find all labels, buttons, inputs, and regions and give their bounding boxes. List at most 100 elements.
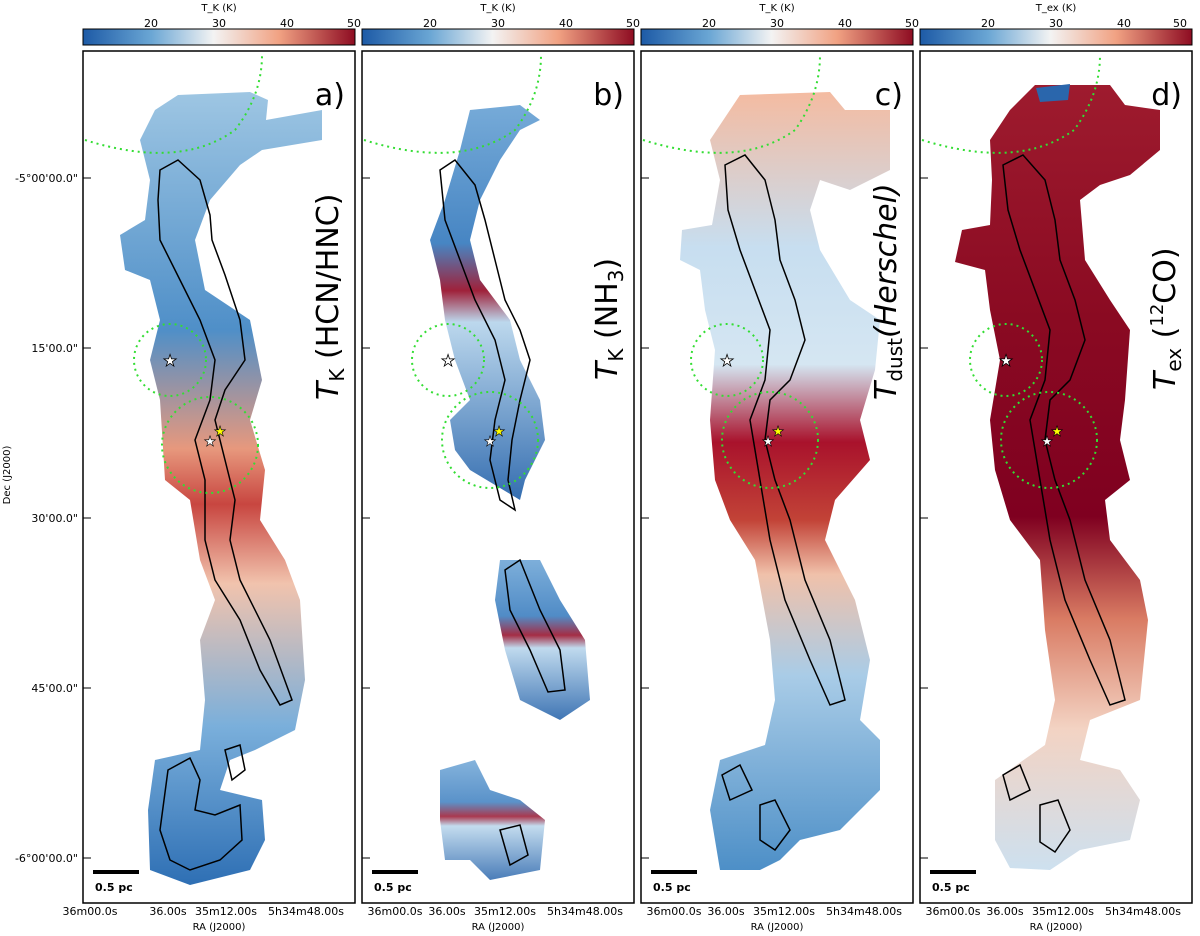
contour bbox=[1002, 763, 1031, 802]
x-tick-label: 35m12.00s bbox=[753, 905, 815, 918]
label-rest-end: ) bbox=[590, 258, 625, 270]
label-rest-sup: 12 bbox=[1147, 304, 1168, 327]
colorbar-tick: 40 bbox=[559, 17, 573, 30]
temperature-map bbox=[1036, 84, 1070, 102]
contour bbox=[159, 756, 243, 871]
panel-label: Tdust(Herschel) bbox=[869, 183, 907, 400]
contour bbox=[499, 824, 529, 867]
colorbar-a: T_K (K) 20 30 40 50 bbox=[82, 3, 361, 46]
y-tick-label: 15'00.0" bbox=[31, 342, 78, 355]
panel-frame bbox=[640, 50, 914, 904]
temperature-map bbox=[120, 92, 322, 885]
panel-c: ★ ★ ★ c) Tdust(Herschel) 0.5 pc bbox=[640, 50, 914, 904]
colorbar-d: T_ex (K) 20 30 40 50 bbox=[919, 3, 1193, 46]
label-main: T bbox=[311, 379, 346, 400]
scale-label: 0.5 pc bbox=[653, 881, 691, 894]
x-tick-label: 36.00s bbox=[707, 905, 744, 918]
scale-bar bbox=[372, 870, 418, 874]
x-tick-label: 36m00.0s bbox=[926, 905, 981, 918]
contour bbox=[157, 159, 293, 706]
yellow-star-icon: ★ bbox=[772, 424, 785, 440]
x-axis-b: 36m00.0s 36.00s 35m12.00s 5h34m48.00s RA… bbox=[368, 905, 624, 933]
label-main: T bbox=[869, 379, 904, 400]
colorbar-title: T_ex (K) bbox=[1035, 3, 1077, 14]
scale-bar bbox=[930, 870, 976, 874]
contour bbox=[439, 158, 531, 512]
label-rest-end: CO) bbox=[1148, 247, 1183, 303]
label-rest: (HCN/HNC) bbox=[311, 194, 346, 369]
region-circle bbox=[642, 54, 821, 154]
y-tick-label: -6°00'00.0" bbox=[15, 852, 78, 865]
y-axis-title: Dec (J2000) bbox=[2, 446, 13, 505]
temperature-map bbox=[955, 85, 1160, 870]
yellow-star-icon: ★ bbox=[1051, 424, 1064, 440]
x-tick-label: 35m12.00s bbox=[195, 905, 257, 918]
region-circle bbox=[84, 54, 263, 154]
contour bbox=[759, 799, 791, 852]
yellow-star-icon: ★ bbox=[214, 424, 227, 440]
temperature-map bbox=[680, 92, 890, 870]
x-axis-title: RA (J2000) bbox=[751, 922, 804, 933]
label-sub: dust bbox=[883, 338, 907, 382]
panel-label: TK (NH3) bbox=[590, 258, 628, 380]
colorbar-tick: 50 bbox=[905, 17, 919, 30]
colorbar-gradient bbox=[640, 28, 914, 46]
contour bbox=[1002, 154, 1126, 706]
x-axis-d: 36m00.0s 36.00s 35m12.00s 5h34m48.00s RA… bbox=[926, 905, 1182, 933]
region-circle bbox=[363, 54, 542, 154]
x-axis-title: RA (J2000) bbox=[472, 922, 525, 933]
colorbar-tick: 20 bbox=[423, 17, 437, 30]
region-circle bbox=[921, 54, 1101, 154]
scale-label: 0.5 pc bbox=[374, 881, 412, 894]
scale-bar bbox=[93, 870, 139, 874]
colorbar-tick: 50 bbox=[347, 17, 361, 30]
contour bbox=[724, 154, 846, 706]
temperature-map bbox=[440, 760, 545, 880]
x-tick-label: 5h34m48.00s bbox=[547, 905, 623, 918]
colorbar-gradient bbox=[361, 28, 635, 46]
white-star-icon: ★ bbox=[204, 434, 217, 450]
scale-label: 0.5 pc bbox=[932, 881, 970, 894]
white-star-icon: ★ bbox=[720, 351, 734, 370]
label-sub: ex bbox=[1162, 348, 1186, 372]
region-circle bbox=[161, 396, 259, 494]
label-main: T bbox=[590, 359, 625, 380]
panel-b: ★ ★ ★ b) TK (NH3) 0.5 pc bbox=[361, 50, 635, 904]
x-tick-label: 5h34m48.00s bbox=[826, 905, 902, 918]
white-star-icon: ★ bbox=[441, 351, 455, 370]
scale-bar bbox=[651, 870, 697, 874]
panel-label: Tex (12CO) bbox=[1147, 247, 1186, 390]
panel-frame bbox=[361, 50, 635, 904]
panel-label: TK (HCN/HNC) bbox=[311, 194, 349, 400]
colorbar-tick: 40 bbox=[1117, 17, 1131, 30]
panel-frame bbox=[919, 50, 1193, 904]
colorbar-tick: 40 bbox=[838, 17, 852, 30]
region-circle bbox=[1000, 391, 1098, 489]
x-tick-label: 35m12.00s bbox=[1032, 905, 1094, 918]
panel-d: ★ ★ ★ d) Tex (12CO) 0.5 pc bbox=[919, 50, 1193, 904]
white-star-icon: ★ bbox=[762, 434, 775, 450]
x-axis-a: 36m00.0s 36.00s 35m12.00s 5h34m48.00s RA… bbox=[63, 905, 345, 933]
colorbar-title: T_K (K) bbox=[479, 3, 515, 14]
colorbar-tick: 30 bbox=[212, 17, 226, 30]
temperature-map bbox=[495, 560, 590, 720]
colorbar-c: T_K (K) 20 30 40 50 bbox=[640, 3, 919, 46]
label-rest: (Herschel) bbox=[869, 183, 904, 338]
colorbar-b: T_K (K) 20 30 40 50 bbox=[361, 3, 640, 46]
y-tick-label: 30'00.0" bbox=[31, 512, 78, 525]
contour bbox=[1039, 799, 1071, 854]
panel-letter: d) bbox=[1151, 78, 1182, 113]
x-tick-label: 36.00s bbox=[149, 905, 186, 918]
x-axis-title: RA (J2000) bbox=[1030, 922, 1083, 933]
x-tick-label: 35m12.00s bbox=[474, 905, 536, 918]
colorbar-tick: 30 bbox=[491, 17, 505, 30]
x-tick-label: 36m00.0s bbox=[368, 905, 423, 918]
panel-letter: c) bbox=[875, 78, 903, 113]
label-main: T bbox=[1148, 369, 1183, 390]
region-circle bbox=[441, 391, 539, 489]
contour bbox=[504, 558, 566, 693]
colorbar-tick: 30 bbox=[1049, 17, 1063, 30]
white-star-icon: ★ bbox=[163, 351, 177, 370]
yellow-star-icon: ★ bbox=[493, 424, 506, 440]
